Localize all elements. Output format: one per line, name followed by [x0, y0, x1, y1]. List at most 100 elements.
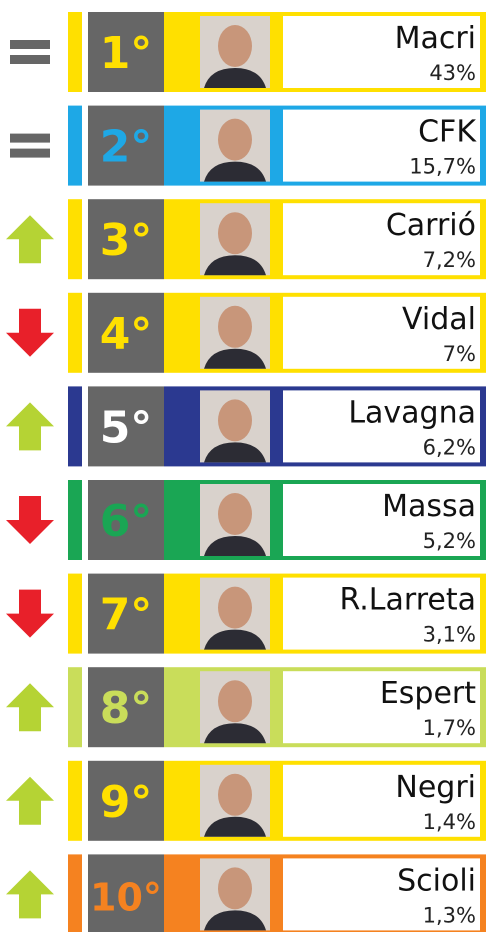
rank-box — [88, 199, 164, 280]
label-box — [283, 16, 480, 88]
candidate-name: Espert — [380, 676, 476, 711]
photo-body — [204, 536, 266, 556]
trend-equal — [10, 55, 50, 64]
rank: 5° — [100, 402, 153, 453]
candidate-name: Massa — [382, 489, 476, 524]
rank-box — [88, 573, 164, 654]
color-strip — [68, 760, 82, 841]
vote-share: 5,2% — [423, 529, 476, 553]
candidate-name: Lavagna — [348, 395, 476, 430]
color-strip — [68, 199, 82, 280]
candidate-name: R.Larreta — [340, 583, 477, 618]
row: 4° Vidal 7% — [6, 292, 486, 373]
rank-box — [88, 292, 164, 373]
photo-face — [218, 212, 252, 255]
vote-share: 7,2% — [423, 248, 476, 272]
photo-body — [204, 910, 266, 931]
candidate-name: Macri — [395, 21, 476, 56]
color-strip — [68, 480, 82, 560]
photo-face — [218, 867, 252, 910]
trend-equal — [10, 148, 50, 158]
rank: 2° — [100, 122, 153, 173]
rank-box — [88, 480, 164, 560]
rank-box — [88, 105, 164, 186]
rank: 7° — [100, 590, 153, 641]
candidate-name: Carrió — [386, 208, 476, 243]
photo-body — [204, 255, 266, 276]
vote-share: 43% — [429, 61, 476, 85]
trend-equal — [10, 40, 50, 49]
label-box — [283, 296, 480, 369]
label-box — [283, 390, 480, 463]
photo-face — [218, 118, 252, 161]
row: 8° Espert 1,7% — [6, 667, 486, 748]
photo-face — [218, 586, 252, 629]
photo-body — [204, 68, 266, 88]
color-strip — [68, 667, 82, 748]
trend-up — [6, 215, 54, 264]
photo-body — [204, 816, 266, 837]
candidate-name: Vidal — [402, 302, 476, 337]
row: 6° Massa 5,2% — [6, 480, 486, 560]
row: 5° Lavagna 6,2% — [6, 386, 486, 467]
rank: 6° — [100, 496, 153, 547]
vote-share: 6,2% — [423, 435, 476, 459]
row: 9° Negri 1,4% — [6, 760, 486, 841]
rank-box — [88, 386, 164, 467]
row: 10° Scioli 1,3% — [6, 854, 486, 932]
trend-down — [6, 308, 54, 357]
rank: 10° — [90, 875, 162, 919]
row: 3° Carrió 7,2% — [6, 199, 486, 280]
vote-share: 7% — [443, 342, 476, 366]
color-strip — [68, 854, 82, 932]
photo-body — [204, 629, 266, 650]
vote-share: 1,4% — [423, 810, 476, 834]
vote-share: 1,3% — [423, 903, 476, 927]
candidate-name: CFK — [418, 115, 477, 150]
color-strip — [68, 12, 82, 92]
rank-box — [88, 667, 164, 748]
label-box — [283, 203, 480, 276]
label-box — [283, 484, 480, 556]
photo-face — [218, 25, 252, 67]
photo-face — [218, 399, 252, 442]
rank: 8° — [100, 683, 153, 734]
rank-box — [88, 12, 164, 92]
label-box — [283, 858, 480, 931]
photo-body — [204, 348, 266, 369]
rank-box — [88, 760, 164, 841]
vote-share: 3,1% — [423, 623, 476, 647]
vote-share: 1,7% — [423, 716, 476, 740]
row: 2° CFK 15,7% — [10, 105, 486, 186]
photo-body — [204, 442, 266, 463]
label-box — [283, 577, 480, 650]
trend-up — [6, 402, 54, 451]
trend-down — [6, 589, 54, 638]
color-strip — [68, 573, 82, 654]
color-strip — [68, 292, 82, 373]
candidate-name: Scioli — [397, 863, 476, 898]
rank-box — [88, 854, 164, 932]
photo-face — [218, 493, 252, 535]
color-strip — [68, 386, 82, 467]
label-box — [283, 764, 480, 837]
rank: 1° — [100, 28, 153, 79]
trend-down — [6, 496, 54, 544]
trend-up — [6, 776, 54, 825]
label-box — [283, 671, 480, 744]
photo-face — [218, 305, 252, 348]
color-strip — [68, 105, 82, 186]
rank: 3° — [100, 215, 153, 266]
rank: 9° — [100, 777, 153, 828]
trend-up — [6, 870, 54, 919]
photo-face — [218, 773, 252, 816]
trend-up — [6, 683, 54, 732]
trend-equal — [10, 133, 50, 143]
candidate-name: Negri — [395, 770, 476, 805]
photo-body — [204, 161, 266, 182]
rank: 4° — [100, 309, 153, 360]
photo-face — [218, 680, 252, 723]
vote-share: 15,7% — [409, 155, 476, 179]
row: 7° R.Larreta 3,1% — [6, 573, 486, 654]
